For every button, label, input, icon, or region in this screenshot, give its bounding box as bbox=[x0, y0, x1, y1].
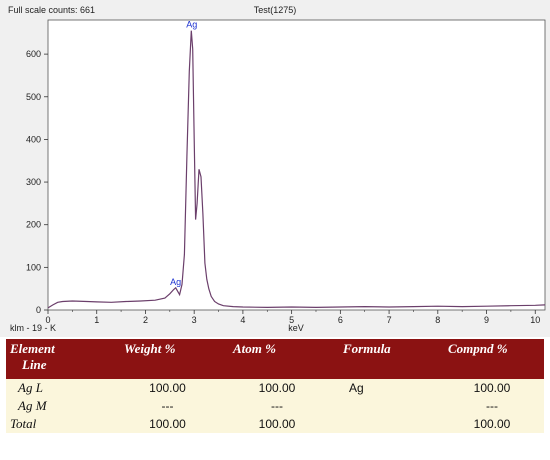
full-scale-counts: Full scale counts: 661 bbox=[8, 5, 95, 15]
cell-atom: 100.00 bbox=[221, 379, 333, 397]
cell-element: Ag L bbox=[6, 379, 114, 397]
cell-weight: --- bbox=[114, 397, 221, 415]
detector-label: klm - 19 - K bbox=[10, 323, 56, 333]
header-element: Element bbox=[10, 341, 55, 356]
y-tick-label: 300 bbox=[26, 177, 41, 187]
cell-compnd: 100.00 bbox=[440, 379, 544, 397]
cell-weight: 100.00 bbox=[114, 415, 221, 433]
header-formula: Formula bbox=[333, 339, 440, 379]
chart-title: Test(1275) bbox=[254, 5, 297, 15]
cell-atom: --- bbox=[221, 397, 333, 415]
cell-weight: 100.00 bbox=[114, 379, 221, 397]
x-axis-label: keV bbox=[288, 323, 304, 333]
cell-formula bbox=[333, 397, 440, 415]
y-tick-label: 200 bbox=[26, 220, 41, 230]
spectrum-line bbox=[47, 30, 546, 309]
header-weight: Weight % bbox=[114, 339, 221, 379]
plot-area bbox=[47, 19, 546, 311]
cell-element: Total bbox=[6, 415, 114, 433]
results-table: Element Line Weight % Atom % Formula Com… bbox=[6, 339, 544, 433]
x-tick-label: 5 bbox=[289, 315, 294, 325]
x-tick-label: 9 bbox=[484, 315, 489, 325]
peak-label: Ag bbox=[170, 277, 181, 287]
cell-compnd: --- bbox=[440, 397, 544, 415]
table-row: Total 100.00 100.00 100.00 bbox=[6, 415, 544, 433]
cell-element: Ag M bbox=[6, 397, 114, 415]
table-header-row: Element Line Weight % Atom % Formula Com… bbox=[6, 339, 544, 379]
x-tick-label: 4 bbox=[240, 315, 245, 325]
y-tick-label: 600 bbox=[26, 49, 41, 59]
x-tick-label: 8 bbox=[435, 315, 440, 325]
header-line: Line bbox=[22, 357, 47, 372]
y-tick-label: 400 bbox=[26, 134, 41, 144]
x-tick-label: 0 bbox=[45, 315, 50, 325]
spectrum-chart: Full scale counts: 661 Test(1275) 0 1 2 3 4 5… bbox=[8, 5, 546, 333]
header-element-line: Element Line bbox=[6, 339, 114, 379]
y-tick-label: 0 bbox=[36, 305, 41, 315]
table-row: Ag M --- --- --- bbox=[6, 397, 544, 415]
cell-formula: Ag bbox=[333, 379, 440, 397]
x-tick-label: 1 bbox=[94, 315, 99, 325]
header-compnd: Compnd % bbox=[440, 339, 544, 379]
spectrum-panel: Full scale counts: 661 Test(1275) 0 1 2 3 4 5… bbox=[0, 0, 550, 337]
x-tick-label: 10 bbox=[530, 315, 540, 325]
header-atom: Atom % bbox=[221, 339, 333, 379]
y-tick-label: 100 bbox=[26, 262, 41, 272]
x-tick-label: 6 bbox=[338, 315, 343, 325]
peak-label: Ag bbox=[186, 20, 197, 30]
cell-compnd: 100.00 bbox=[440, 415, 544, 433]
peak-annotations: Ag Ag bbox=[170, 20, 197, 287]
x-tick-label: 2 bbox=[143, 315, 148, 325]
table-row: Ag L 100.00 100.00 Ag 100.00 bbox=[6, 379, 544, 397]
cell-formula bbox=[333, 415, 440, 433]
y-tick-label: 500 bbox=[26, 92, 41, 102]
cell-atom: 100.00 bbox=[221, 415, 333, 433]
x-tick-label: 3 bbox=[192, 315, 197, 325]
x-tick-label: 7 bbox=[387, 315, 392, 325]
